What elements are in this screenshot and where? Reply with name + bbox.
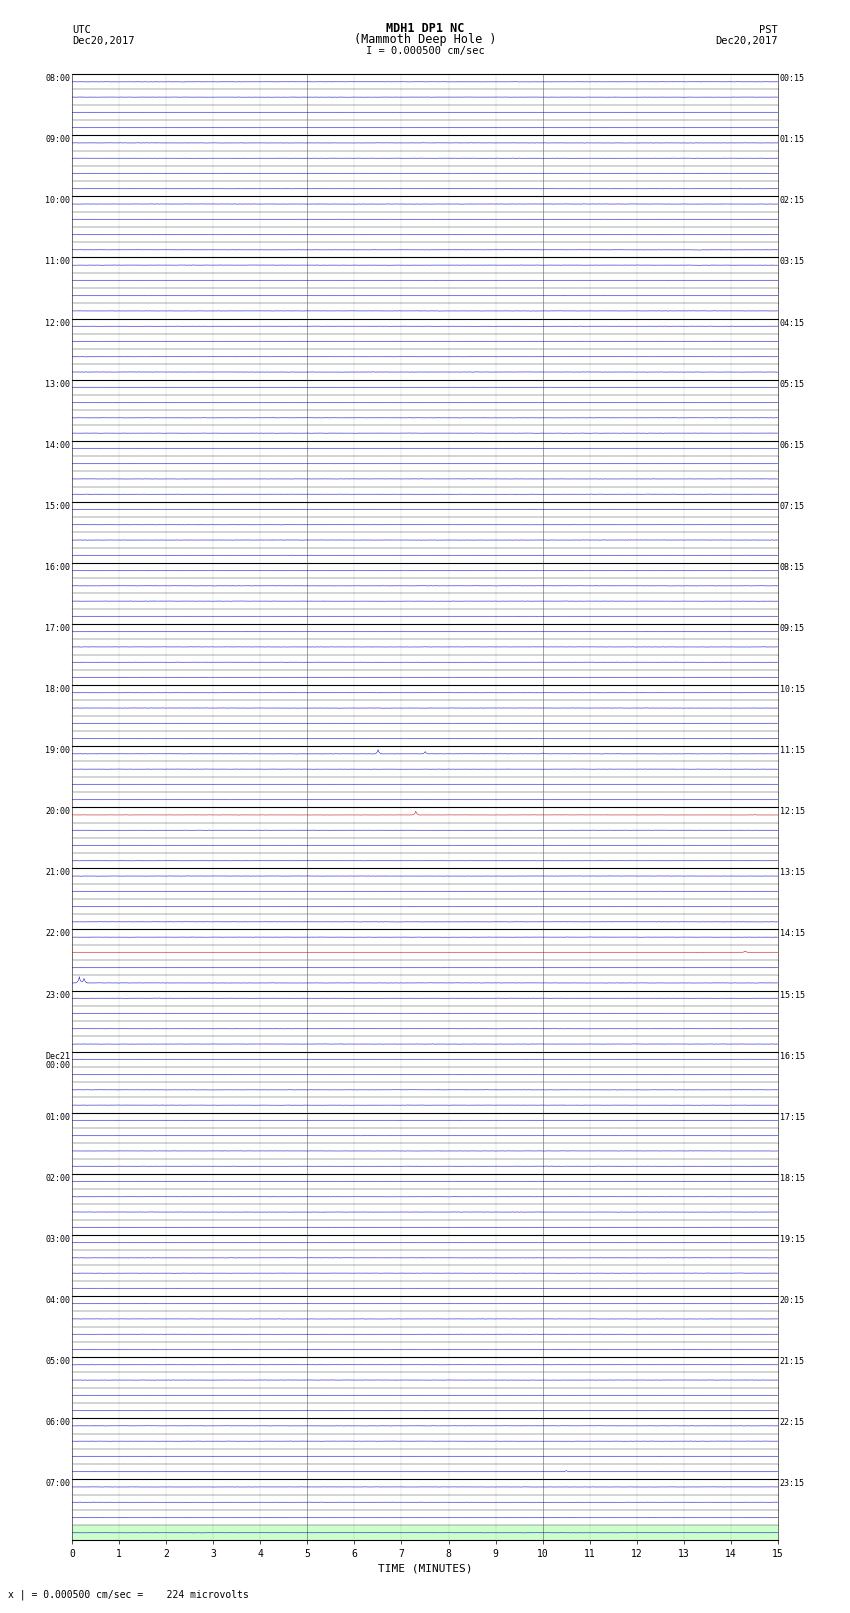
Text: 08:15: 08:15 [779, 563, 805, 573]
Text: 16:15: 16:15 [779, 1052, 805, 1061]
Text: 13:15: 13:15 [779, 868, 805, 877]
Text: 00:15: 00:15 [779, 74, 805, 84]
Text: 18:00: 18:00 [45, 686, 71, 694]
Text: 22:00: 22:00 [45, 929, 71, 939]
Text: 09:15: 09:15 [779, 624, 805, 632]
Text: 03:00: 03:00 [45, 1236, 71, 1244]
Text: 11:15: 11:15 [779, 747, 805, 755]
Text: 23:15: 23:15 [779, 1479, 805, 1489]
Text: 18:15: 18:15 [779, 1174, 805, 1182]
Text: 14:00: 14:00 [45, 440, 71, 450]
Text: 05:15: 05:15 [779, 379, 805, 389]
Text: 14:15: 14:15 [779, 929, 805, 939]
Text: 01:00: 01:00 [45, 1113, 71, 1121]
Text: Dec20,2017: Dec20,2017 [715, 35, 778, 45]
Text: (Mammoth Deep Hole ): (Mammoth Deep Hole ) [354, 32, 496, 45]
Text: 11:00: 11:00 [45, 258, 71, 266]
Text: 19:00: 19:00 [45, 747, 71, 755]
Text: 02:15: 02:15 [779, 197, 805, 205]
Text: 17:00: 17:00 [45, 624, 71, 632]
Text: 09:00: 09:00 [45, 135, 71, 144]
Text: x | = 0.000500 cm/sec =    224 microvolts: x | = 0.000500 cm/sec = 224 microvolts [8, 1589, 249, 1600]
X-axis label: TIME (MINUTES): TIME (MINUTES) [377, 1563, 473, 1574]
Text: 12:15: 12:15 [779, 808, 805, 816]
Text: Dec20,2017: Dec20,2017 [72, 35, 135, 45]
Text: 06:00: 06:00 [45, 1418, 71, 1428]
Text: UTC: UTC [72, 24, 91, 35]
Text: MDH1 DP1 NC: MDH1 DP1 NC [386, 21, 464, 35]
Text: 12:00: 12:00 [45, 319, 71, 327]
Text: 19:15: 19:15 [779, 1236, 805, 1244]
Text: 08:00: 08:00 [45, 74, 71, 84]
Text: 13:00: 13:00 [45, 379, 71, 389]
Text: Dec21
00:00: Dec21 00:00 [45, 1052, 71, 1071]
Text: PST: PST [759, 24, 778, 35]
Text: 15:15: 15:15 [779, 990, 805, 1000]
Text: 06:15: 06:15 [779, 440, 805, 450]
Text: 03:15: 03:15 [779, 258, 805, 266]
Text: 16:00: 16:00 [45, 563, 71, 573]
Text: 22:15: 22:15 [779, 1418, 805, 1428]
Text: 10:15: 10:15 [779, 686, 805, 694]
Text: 04:00: 04:00 [45, 1297, 71, 1305]
Text: 21:00: 21:00 [45, 868, 71, 877]
Text: 04:15: 04:15 [779, 319, 805, 327]
Text: 15:00: 15:00 [45, 502, 71, 511]
Text: 21:15: 21:15 [779, 1357, 805, 1366]
Text: 20:00: 20:00 [45, 808, 71, 816]
Text: 17:15: 17:15 [779, 1113, 805, 1121]
Text: 07:15: 07:15 [779, 502, 805, 511]
Text: 05:00: 05:00 [45, 1357, 71, 1366]
Text: 10:00: 10:00 [45, 197, 71, 205]
Text: I = 0.000500 cm/sec: I = 0.000500 cm/sec [366, 47, 484, 56]
Text: 01:15: 01:15 [779, 135, 805, 144]
Text: 02:00: 02:00 [45, 1174, 71, 1182]
Text: 23:00: 23:00 [45, 990, 71, 1000]
Text: 07:00: 07:00 [45, 1479, 71, 1489]
Text: 20:15: 20:15 [779, 1297, 805, 1305]
